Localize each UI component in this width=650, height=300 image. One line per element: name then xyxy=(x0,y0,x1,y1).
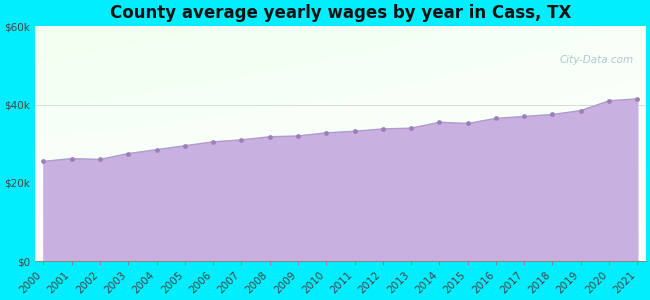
Point xyxy=(265,134,275,139)
Point xyxy=(462,121,473,126)
Point xyxy=(632,96,643,101)
Point xyxy=(236,137,246,142)
Point xyxy=(378,127,388,131)
Point xyxy=(491,116,501,121)
Title: County average yearly wages by year in Cass, TX: County average yearly wages by year in C… xyxy=(110,4,571,22)
Point xyxy=(179,143,190,148)
Point xyxy=(519,114,529,119)
Point xyxy=(406,126,416,130)
Point xyxy=(434,120,445,125)
Point xyxy=(547,112,558,117)
Point xyxy=(151,147,162,152)
Point xyxy=(66,156,77,161)
Point xyxy=(95,157,105,162)
Point xyxy=(349,129,359,134)
Text: City-Data.com: City-Data.com xyxy=(560,55,634,65)
Point xyxy=(292,134,303,138)
Point xyxy=(576,108,586,113)
Point xyxy=(321,130,332,135)
Point xyxy=(604,98,614,103)
Point xyxy=(38,159,49,164)
Point xyxy=(123,151,133,156)
Point xyxy=(208,140,218,144)
